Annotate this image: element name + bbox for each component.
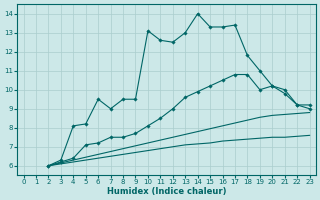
X-axis label: Humidex (Indice chaleur): Humidex (Indice chaleur) [107, 187, 226, 196]
